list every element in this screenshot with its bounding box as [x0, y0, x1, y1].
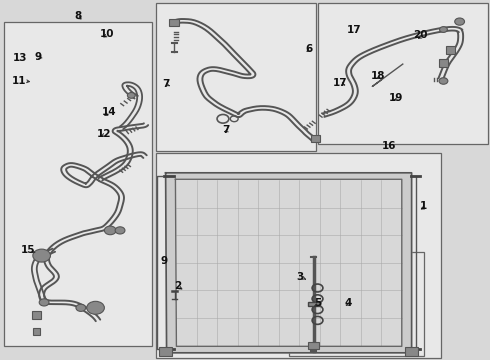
Text: 3: 3 — [296, 272, 303, 282]
Text: 7: 7 — [222, 125, 230, 135]
Text: 12: 12 — [97, 129, 111, 139]
Circle shape — [115, 227, 125, 234]
Circle shape — [127, 93, 135, 98]
Bar — [308, 302, 320, 306]
Bar — [289, 252, 424, 356]
Text: 19: 19 — [389, 93, 403, 103]
Text: 7: 7 — [162, 78, 170, 89]
Circle shape — [39, 299, 49, 306]
Text: 14: 14 — [101, 107, 116, 117]
Circle shape — [439, 78, 448, 84]
Bar — [311, 135, 320, 142]
Bar — [33, 328, 40, 335]
Text: 8: 8 — [75, 11, 82, 21]
Text: 11: 11 — [11, 76, 26, 86]
Bar — [169, 19, 179, 26]
Text: 17: 17 — [346, 24, 361, 35]
Bar — [32, 311, 41, 319]
Text: 9: 9 — [161, 256, 168, 266]
Bar — [156, 153, 441, 358]
Bar — [446, 46, 455, 54]
Text: 2: 2 — [174, 281, 181, 291]
Polygon shape — [175, 179, 402, 346]
Bar — [156, 3, 316, 151]
Polygon shape — [166, 173, 412, 353]
Bar — [4, 22, 152, 346]
Text: 18: 18 — [371, 71, 386, 81]
Bar — [160, 346, 172, 355]
Bar — [308, 342, 319, 349]
Circle shape — [104, 226, 116, 235]
Text: 6: 6 — [305, 44, 312, 54]
Text: 1: 1 — [420, 201, 427, 211]
Circle shape — [87, 301, 104, 314]
Circle shape — [76, 304, 86, 311]
Text: 15: 15 — [21, 245, 36, 255]
Text: 4: 4 — [344, 298, 352, 308]
Bar — [439, 59, 448, 67]
Text: 16: 16 — [382, 141, 397, 151]
Bar — [318, 3, 488, 144]
Text: 20: 20 — [413, 30, 428, 40]
Text: 9: 9 — [35, 52, 42, 62]
Circle shape — [33, 249, 50, 262]
Bar — [406, 346, 417, 355]
Text: 5: 5 — [314, 298, 321, 308]
Circle shape — [455, 18, 465, 25]
Circle shape — [440, 27, 447, 32]
Text: 13: 13 — [12, 53, 27, 63]
Text: 10: 10 — [99, 29, 114, 39]
Text: 17: 17 — [333, 78, 348, 88]
